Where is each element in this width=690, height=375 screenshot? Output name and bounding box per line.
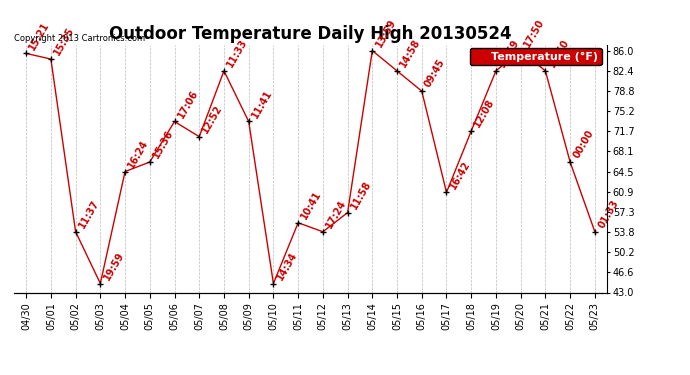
Text: 15:35: 15:35: [52, 26, 77, 57]
Text: 12:08: 12:08: [473, 98, 497, 129]
Text: 15:36: 15:36: [151, 129, 175, 160]
Text: 01:33: 01:33: [596, 198, 620, 230]
Text: 16:42: 16:42: [448, 159, 472, 191]
Title: Outdoor Temperature Daily High 20130524: Outdoor Temperature Daily High 20130524: [109, 26, 512, 44]
Text: 17:24: 17:24: [324, 198, 348, 230]
Text: 19:59: 19:59: [101, 250, 126, 282]
Text: 11:58: 11:58: [349, 179, 373, 211]
Text: 15:21: 15:21: [28, 20, 52, 52]
Text: 13:59: 13:59: [373, 17, 397, 49]
Text: 16:24: 16:24: [126, 138, 150, 170]
Text: 00:00: 00:00: [571, 129, 595, 160]
Text: 11:33: 11:33: [225, 38, 249, 69]
Text: 14:58: 14:58: [398, 37, 422, 69]
Text: 14:34: 14:34: [275, 250, 299, 282]
Text: 16:59: 16:59: [497, 38, 522, 69]
Text: 10:41: 10:41: [299, 189, 324, 221]
Legend: Temperature (°F): Temperature (°F): [470, 48, 602, 65]
Text: Copyright 2013 Cartronics.com: Copyright 2013 Cartronics.com: [14, 33, 145, 42]
Text: 17:06: 17:06: [176, 88, 200, 120]
Text: 12:52: 12:52: [201, 103, 225, 135]
Text: 17:50: 17:50: [546, 38, 571, 69]
Text: 11:41: 11:41: [250, 88, 274, 120]
Text: 17:50: 17:50: [522, 17, 546, 49]
Text: 09:45: 09:45: [423, 58, 447, 90]
Text: 11:37: 11:37: [77, 198, 101, 230]
